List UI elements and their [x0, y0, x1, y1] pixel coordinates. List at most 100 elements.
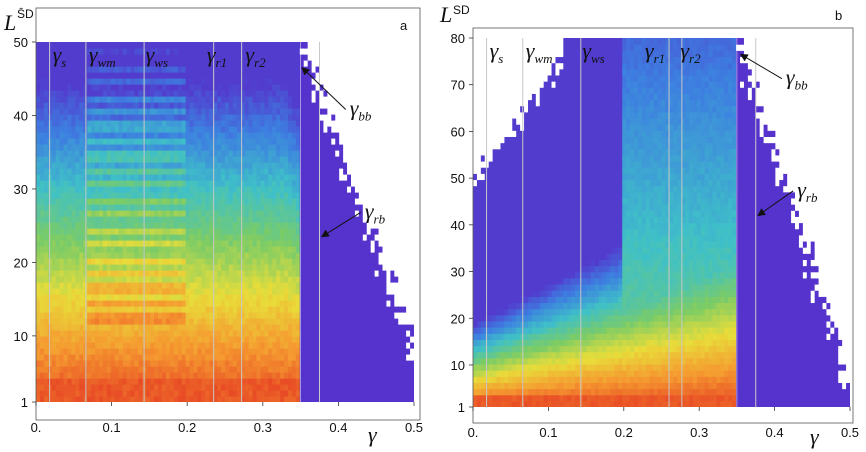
- heatmap-cell: [362, 330, 368, 337]
- heatmap-cell: [284, 186, 289, 193]
- heatmap-cell: [252, 42, 258, 49]
- heatmap-cell: [303, 246, 309, 253]
- heatmap-cell: [87, 354, 92, 361]
- heatmap-cell: [114, 288, 120, 295]
- heatmap-cell: [150, 42, 155, 49]
- heatmap-cell: [39, 204, 45, 211]
- heatmap-cell: [335, 378, 340, 385]
- heatmap-cell: [291, 120, 297, 127]
- heatmap-cell: [236, 198, 242, 205]
- heatmap-cell: [193, 198, 199, 205]
- heatmap-cell: [154, 108, 159, 115]
- heatmap-cell: [114, 240, 120, 247]
- heatmap-cell: [122, 318, 128, 325]
- heatmap-cell: [95, 126, 100, 133]
- heatmap-cell: [347, 78, 352, 85]
- heatmap-cell: [39, 300, 45, 307]
- heatmap-cell: [240, 342, 246, 349]
- heatmap-cell: [284, 54, 289, 61]
- heatmap-cell: [185, 216, 191, 223]
- heatmap-cell: [162, 282, 167, 289]
- heatmap-cell: [276, 288, 281, 295]
- heatmap-cell: [134, 228, 139, 235]
- heatmap-cell: [181, 384, 187, 391]
- heatmap-cell: [311, 186, 317, 193]
- heatmap-cell: [272, 264, 277, 271]
- heatmap-cell: [225, 300, 230, 307]
- heatmap-cell: [87, 330, 92, 337]
- heatmap-cell: [248, 96, 254, 103]
- heatmap-cell: [354, 258, 360, 265]
- heatmap-cell: [110, 258, 116, 265]
- heatmap-cell: [264, 96, 269, 103]
- heatmap-cell: [244, 60, 250, 67]
- heatmap-cell: [158, 336, 163, 343]
- heatmap-cell: [323, 366, 328, 373]
- heatmap-cell: [256, 276, 262, 283]
- heatmap-cell: [217, 360, 222, 367]
- heatmap-cell: [158, 378, 163, 385]
- heatmap-cell: [351, 336, 356, 343]
- heatmap-cell: [181, 372, 187, 379]
- heatmap-cell: [331, 264, 336, 271]
- heatmap-cell: [351, 324, 356, 331]
- heatmap-cell: [205, 126, 210, 133]
- heatmap-cell: [209, 174, 214, 181]
- heatmap-cell: [319, 96, 325, 103]
- heatmap-cell: [71, 108, 76, 115]
- heatmap-cell: [189, 318, 195, 325]
- heatmap-cell: [189, 264, 195, 271]
- heatmap-cell: [55, 174, 61, 181]
- heatmap-cell: [236, 324, 242, 331]
- heatmap-cell: [284, 336, 289, 343]
- heatmap-cell: [256, 384, 262, 391]
- heatmap-cell: [51, 342, 57, 349]
- heatmap-cell: [291, 396, 297, 402]
- heatmap-cell: [358, 396, 364, 402]
- heatmap-cell: [319, 174, 325, 181]
- heatmap-cell: [173, 348, 179, 355]
- heatmap-cell: [209, 84, 214, 91]
- heatmap-cell: [173, 132, 179, 139]
- heatmap-cell: [122, 270, 128, 277]
- heatmap-cell: [169, 270, 175, 277]
- heatmap-cell: [339, 42, 344, 49]
- heatmap-cell: [315, 108, 321, 115]
- heatmap-cell: [185, 192, 191, 199]
- heatmap-cell: [122, 174, 128, 181]
- heatmap-cell: [323, 120, 328, 127]
- heatmap-cell: [67, 396, 73, 402]
- heatmap-cell: [150, 216, 155, 223]
- heatmap-cell: [331, 258, 336, 265]
- heatmap-cell: [138, 90, 143, 97]
- heatmap-cell: [268, 264, 273, 271]
- heatmap-cell: [55, 144, 61, 151]
- heatmap-cell: [264, 324, 269, 331]
- heatmap-cell: [205, 228, 210, 235]
- heatmap-cell: [303, 90, 309, 97]
- heatmap-cell: [91, 96, 96, 103]
- heatmap-cell: [260, 54, 265, 61]
- heatmap-cell: [291, 72, 297, 79]
- heatmap-cell: [256, 138, 262, 145]
- heatmap-cell: [189, 54, 195, 61]
- heatmap-cell: [221, 90, 226, 97]
- heatmap-cell: [236, 72, 242, 79]
- heatmap-cell: [260, 396, 265, 402]
- heatmap-cell: [295, 192, 301, 199]
- heatmap-cell: [181, 132, 187, 139]
- heatmap-cell: [185, 210, 191, 217]
- heatmap-cell: [327, 360, 332, 367]
- heatmap-cell: [268, 72, 273, 79]
- heatmap-cell: [126, 378, 132, 385]
- heatmap-cell: [118, 312, 124, 319]
- heatmap-cell: [343, 294, 348, 301]
- heatmap-cell: [228, 150, 234, 157]
- heatmap-cell: [291, 174, 297, 181]
- heatmap-cell: [177, 162, 183, 169]
- heatmap-cell: [165, 312, 171, 319]
- heatmap-cell: [63, 354, 69, 361]
- heatmap-cell: [130, 216, 136, 223]
- heatmap-cell: [114, 192, 120, 199]
- heatmap-cell: [91, 210, 96, 217]
